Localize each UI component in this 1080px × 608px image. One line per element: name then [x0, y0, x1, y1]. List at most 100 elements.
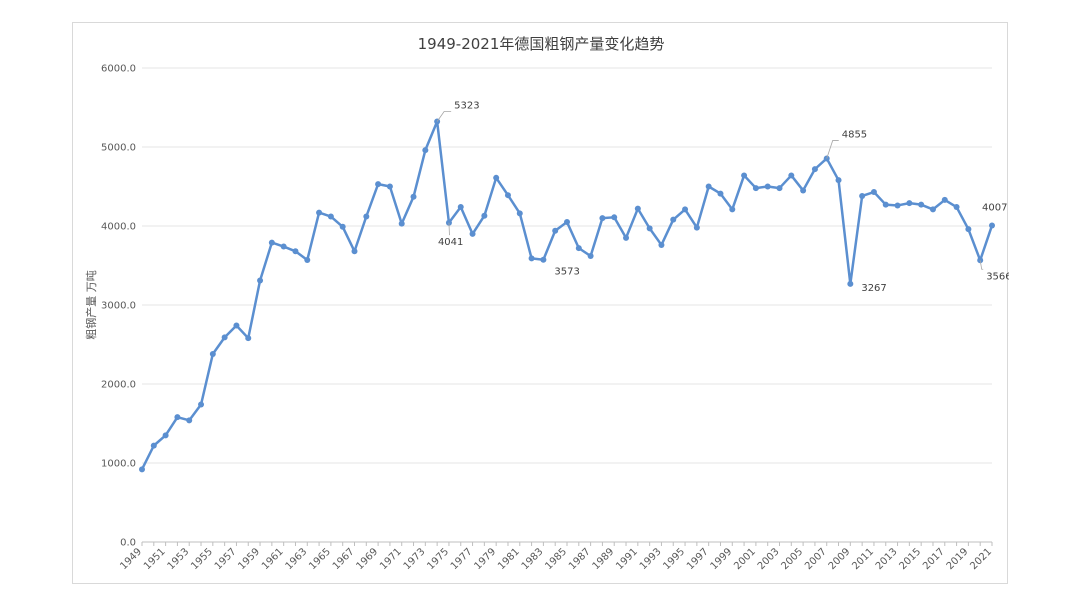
data-point [351, 248, 358, 255]
data-point [599, 215, 606, 222]
data-point [623, 234, 630, 241]
x-tick-label: 1989 [591, 546, 617, 572]
data-point [646, 225, 653, 232]
series-line [140, 120, 994, 470]
data-point [634, 205, 641, 212]
y-tick-label: 5000.0 [101, 143, 136, 154]
data-point [386, 183, 393, 190]
data-point [304, 256, 311, 263]
data-label: 4007 [982, 202, 1007, 213]
data-point [729, 206, 736, 213]
x-tick-label: 1969 [354, 546, 380, 572]
chart-title: 1949-2021年德国粗钢产量变化趋势 [417, 35, 665, 53]
data-point [150, 442, 157, 449]
data-point [847, 280, 854, 287]
x-tick-label: 2021 [968, 546, 994, 572]
x-tick-label: 1963 [284, 546, 310, 572]
data-point [800, 187, 807, 194]
y-tick-label: 3000.0 [101, 301, 136, 312]
data-label-leader [979, 260, 984, 270]
data-point [481, 212, 488, 219]
x-tick-label: 1949 [118, 546, 144, 572]
data-point [257, 277, 264, 284]
x-tick-label: 2015 [898, 546, 924, 572]
x-tick-label: 1977 [449, 546, 475, 572]
data-point [422, 147, 429, 154]
data-point [375, 181, 382, 188]
data-point [929, 206, 936, 213]
data-point [717, 190, 724, 197]
data-label: 3573 [554, 267, 579, 278]
x-tick-label: 1961 [260, 546, 286, 572]
data-label-leader [826, 140, 839, 159]
x-tick-label: 1995 [661, 546, 687, 572]
data-point [221, 334, 228, 341]
data-point [209, 350, 216, 357]
data-point [162, 432, 169, 439]
data-point [894, 202, 901, 209]
y-tick-label: 1000.0 [101, 459, 136, 470]
data-label: 3267 [861, 283, 886, 294]
x-tick-label: 1971 [378, 546, 404, 572]
data-point [752, 185, 759, 192]
data-point [233, 322, 240, 329]
data-point [540, 256, 547, 263]
data-point [575, 245, 582, 252]
x-tick-label: 1955 [189, 546, 215, 572]
x-tick-label: 2005 [779, 546, 805, 572]
x-tick-label: 1985 [543, 546, 569, 572]
data-point [339, 223, 346, 230]
data-point [658, 241, 665, 248]
x-tick-label: 1983 [520, 546, 546, 572]
data-point [469, 230, 476, 237]
data-point [788, 172, 795, 179]
data-point [245, 335, 252, 342]
data-point [989, 222, 995, 229]
data-label-leader [436, 111, 452, 122]
data-point [705, 183, 712, 190]
data-point [764, 183, 771, 190]
data-point [564, 219, 570, 226]
data-label: 4041 [438, 237, 463, 248]
data-point [516, 210, 523, 217]
data-point [327, 213, 334, 220]
x-tick-label: 1959 [236, 546, 262, 572]
x-tick-label: 1999 [709, 546, 735, 572]
x-tick-label: 1993 [638, 546, 664, 572]
x-tick-label: 1957 [213, 546, 239, 572]
data-point [398, 220, 405, 227]
data-point [174, 414, 181, 421]
data-point [670, 216, 677, 223]
data-point [504, 192, 511, 199]
y-tick-label: 6000.0 [101, 64, 136, 75]
data-point [941, 196, 948, 203]
x-tick-label: 1973 [402, 546, 428, 572]
data-point [363, 213, 370, 220]
data-point [882, 201, 889, 208]
data-point [493, 174, 500, 181]
x-tick-label: 2001 [732, 546, 758, 572]
x-tick-label: 2017 [921, 546, 947, 572]
data-point [587, 253, 594, 260]
data-point [965, 226, 972, 233]
data-point [198, 401, 205, 408]
x-tick-label: 1975 [425, 546, 451, 572]
chart-frame: 1949-2021年德国粗钢产量变化趋势 0.0 1000.0 2000.0 3000… [72, 22, 1009, 584]
x-tick-label: 2019 [945, 546, 971, 572]
x-tick-label: 1997 [685, 546, 711, 572]
data-point [280, 243, 287, 250]
data-label: 4855 [842, 129, 867, 140]
data-point [859, 192, 866, 199]
data-point [316, 209, 323, 216]
x-tick-label: 2009 [827, 546, 853, 572]
x-tick-label: 1967 [331, 546, 357, 572]
data-label-leader [448, 222, 450, 236]
x-tick-label: 2013 [874, 546, 900, 572]
y-tick-label: 0.0 [120, 538, 136, 549]
data-point [906, 200, 913, 207]
data-point [682, 206, 689, 213]
y-axis-title: 粗钢产量 万吨 [84, 270, 98, 340]
data-point [139, 466, 145, 473]
data-point [918, 201, 925, 208]
x-tick-label: 1953 [166, 546, 192, 572]
